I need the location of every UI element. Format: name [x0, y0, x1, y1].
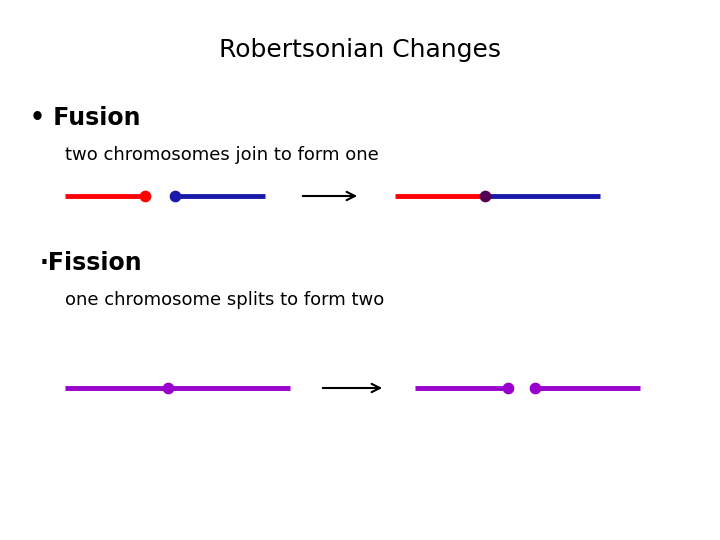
Point [503, 384, 514, 393]
Text: two chromosomes join to form one: two chromosomes join to form one [65, 146, 379, 164]
Point [169, 192, 181, 200]
Point [480, 192, 491, 200]
Text: Robertsonian Changes: Robertsonian Changes [219, 38, 501, 62]
Point [529, 384, 541, 393]
Text: • Fusion: • Fusion [30, 106, 140, 130]
Point [162, 384, 174, 393]
Point [139, 192, 150, 200]
Text: ·Fission: ·Fission [40, 251, 143, 275]
Text: one chromosome splits to form two: one chromosome splits to form two [65, 291, 384, 309]
